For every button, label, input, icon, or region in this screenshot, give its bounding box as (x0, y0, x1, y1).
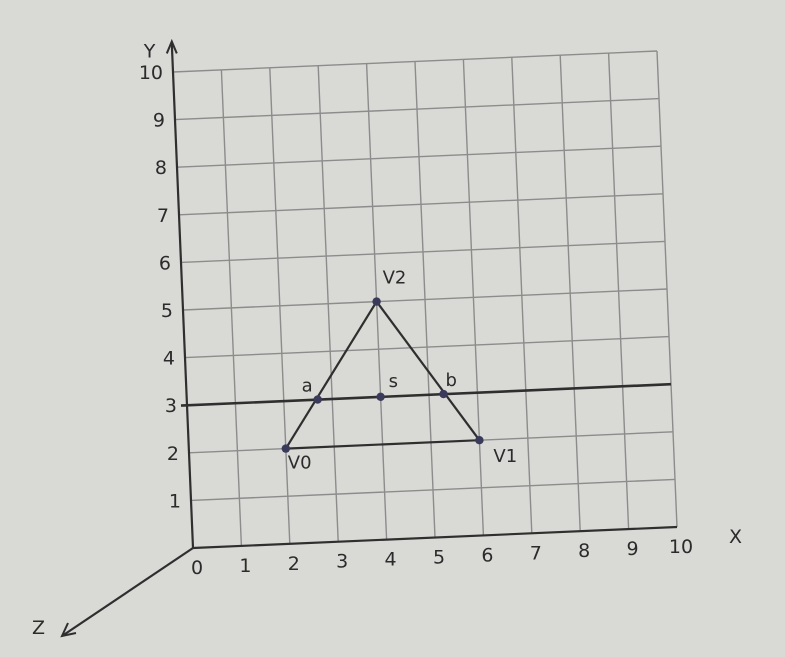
grid-line-y-9 (174, 97, 660, 121)
y-axis-label: Y (143, 40, 156, 62)
point-s (376, 392, 385, 401)
x-axis-line (192, 525, 678, 550)
point-label-a: a (302, 376, 313, 397)
scanline (180, 382, 672, 407)
x-tick-label-7: 7 (530, 542, 542, 564)
x-tick-label-9: 9 (627, 538, 639, 560)
point-label-v0: V0 (288, 453, 312, 474)
grid-line-x-9 (607, 53, 630, 530)
z-axis-line (61, 547, 194, 637)
grid-line-y-7 (178, 193, 664, 216)
y-tick-label-4: 4 (163, 348, 175, 370)
grid-line-y-10 (172, 50, 658, 73)
labels: 0 1 2 3 4 5 6 7 8 9 10 1 2 3 4 5 6 7 8 9 10 X Y Z V0 V1 V2 a s b (32, 40, 742, 639)
x-tick-label-1: 1 (239, 555, 251, 577)
y-tick-label-5: 5 (161, 300, 173, 322)
edge-v0-v2 (284, 301, 378, 450)
z-axis-label: Z (32, 617, 45, 639)
point-v0 (281, 444, 290, 453)
point-b (439, 389, 448, 399)
x-tick-label-4: 4 (385, 549, 397, 571)
y-tick-label-2: 2 (167, 443, 179, 465)
y-tick-label-10: 10 (139, 62, 163, 84)
axes (60, 38, 678, 638)
x-tick-label-6: 6 (481, 544, 493, 566)
x-tick-label-3: 3 (336, 551, 348, 573)
y-axis-arrow (165, 38, 178, 54)
point-v1 (475, 436, 484, 445)
edge-v2-v1 (375, 300, 481, 441)
point-label-v1: V1 (493, 446, 517, 467)
x-tick-label-8: 8 (578, 540, 590, 562)
x-tick-label-10: 10 (669, 536, 693, 558)
x-tick-label-0: 0 (191, 557, 203, 579)
y-tick-label-8: 8 (155, 157, 167, 179)
y-tick-label-3: 3 (165, 395, 177, 417)
edge-v0-v1 (285, 439, 480, 450)
point-label-s: s (389, 371, 398, 392)
grid-line-y-6 (180, 240, 666, 264)
y-tick-label-7: 7 (157, 205, 169, 227)
points (281, 297, 484, 453)
point-label-b: b (446, 370, 457, 391)
grid-line-y-8 (176, 145, 662, 168)
grid-line-x-7 (511, 57, 533, 534)
grid-line-x-6 (462, 59, 485, 536)
x-tick-label-2: 2 (288, 553, 300, 575)
x-axis-label: X (729, 526, 742, 548)
x-tick-label-5: 5 (433, 547, 445, 569)
y-tick-label-1: 1 (169, 490, 181, 512)
point-label-v2: V2 (383, 268, 407, 289)
grid-line-y-5 (182, 288, 668, 311)
grid (172, 50, 678, 546)
y-tick-label-9: 9 (153, 110, 165, 132)
point-a (313, 395, 322, 404)
point-v2 (372, 297, 381, 306)
triangle-edges (180, 300, 672, 450)
y-axis-line (170, 43, 195, 549)
y-tick-label-6: 6 (159, 252, 171, 274)
z-axis-arrow (60, 622, 77, 638)
grid-line-x-8 (559, 55, 581, 532)
grid-line-x-10 (656, 50, 678, 528)
